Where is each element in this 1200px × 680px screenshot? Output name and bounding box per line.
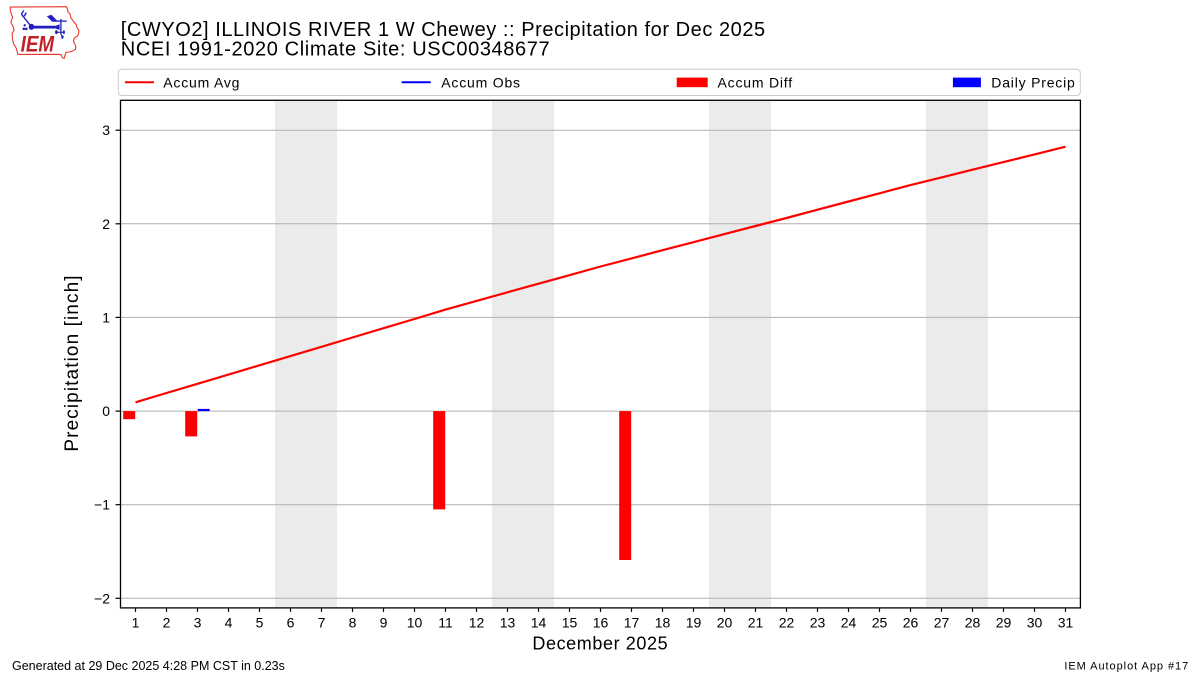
svg-text:29: 29 — [996, 615, 1012, 631]
svg-text:8: 8 — [349, 615, 357, 631]
svg-text:December 2025: December 2025 — [532, 633, 668, 653]
svg-text:31: 31 — [1058, 615, 1074, 631]
svg-text:27: 27 — [934, 615, 950, 631]
svg-text:28: 28 — [965, 615, 981, 631]
svg-text:Precipitation [inch]: Precipitation [inch] — [62, 274, 83, 451]
svg-text:21: 21 — [748, 615, 764, 631]
svg-text:5: 5 — [256, 615, 264, 631]
svg-text:6: 6 — [287, 615, 295, 631]
svg-text:20: 20 — [717, 615, 733, 631]
svg-text:22: 22 — [779, 615, 795, 631]
svg-text:NCEI 1991-2020 Climate Site: U: NCEI 1991-2020 Climate Site: USC00348677 — [121, 38, 550, 60]
svg-text:2: 2 — [102, 216, 110, 232]
svg-text:1: 1 — [102, 309, 110, 325]
svg-text:7: 7 — [318, 615, 326, 631]
svg-text:26: 26 — [903, 615, 919, 631]
svg-text:3: 3 — [102, 122, 110, 138]
svg-text:3: 3 — [194, 615, 202, 631]
svg-text:Generated at 29 Dec 2025 4:28: Generated at 29 Dec 2025 4:28 PM CST in … — [12, 659, 285, 673]
svg-text:Accum Avg: Accum Avg — [163, 74, 240, 90]
svg-text:Daily Precip: Daily Precip — [991, 74, 1075, 90]
svg-text:12: 12 — [469, 615, 485, 631]
svg-text:Accum Obs: Accum Obs — [441, 74, 521, 90]
svg-text:16: 16 — [593, 615, 609, 631]
svg-text:19: 19 — [686, 615, 702, 631]
svg-text:0: 0 — [102, 403, 110, 419]
svg-text:13: 13 — [500, 615, 516, 631]
svg-text:−2: −2 — [94, 590, 110, 606]
svg-text:IEM Autoplot App #17: IEM Autoplot App #17 — [1064, 661, 1189, 673]
svg-text:18: 18 — [655, 615, 671, 631]
svg-text:15: 15 — [562, 615, 578, 631]
svg-text:4: 4 — [225, 615, 233, 631]
svg-text:9: 9 — [380, 615, 388, 631]
svg-text:1: 1 — [132, 615, 140, 631]
svg-text:23: 23 — [810, 615, 826, 631]
svg-text:[CWYO2] ILLINOIS RIVER 1 W Che: [CWYO2] ILLINOIS RIVER 1 W Chewey :: Pre… — [121, 19, 766, 41]
svg-text:−1: −1 — [94, 497, 110, 513]
svg-text:17: 17 — [624, 615, 640, 631]
svg-text:Accum Diff: Accum Diff — [718, 74, 793, 90]
svg-text:14: 14 — [531, 615, 547, 631]
svg-text:IEM: IEM — [21, 32, 55, 57]
svg-text:10: 10 — [407, 615, 423, 631]
svg-text:11: 11 — [438, 615, 453, 631]
svg-text:30: 30 — [1027, 615, 1043, 631]
svg-text:24: 24 — [841, 615, 857, 631]
svg-text:25: 25 — [872, 615, 888, 631]
svg-text:2: 2 — [163, 615, 171, 631]
